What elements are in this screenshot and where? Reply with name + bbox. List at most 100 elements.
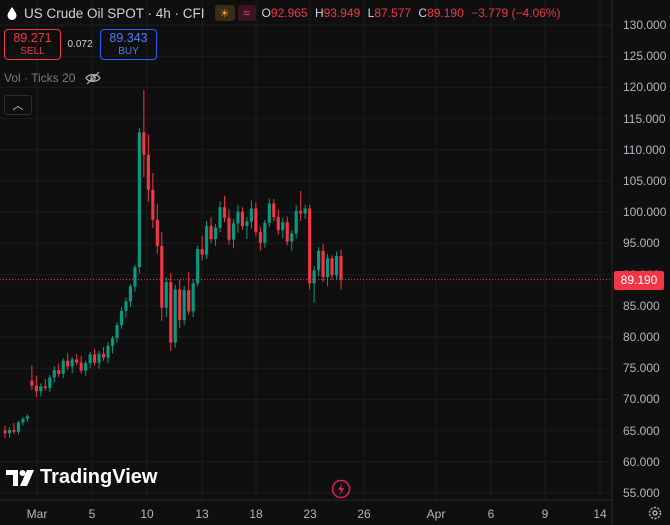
sell-button[interactable]: 89.271 SELL [4, 29, 61, 60]
candle-body [39, 386, 43, 392]
candle [339, 249, 343, 290]
tradingview-logo-text: TradingView [40, 466, 158, 488]
candle [106, 341, 110, 364]
candle-body [267, 203, 271, 223]
candle [182, 285, 186, 326]
candle [276, 209, 280, 235]
candle-body [178, 289, 182, 321]
collapse-legend-button[interactable]: ︿ [4, 95, 32, 115]
tradingview-logo-icon [6, 469, 34, 486]
candle-body [21, 418, 25, 423]
candle [240, 207, 245, 230]
candle [321, 244, 325, 283]
candle-body [115, 325, 119, 339]
candle-body [245, 221, 249, 226]
candle [299, 190, 303, 221]
candle-body [119, 310, 124, 326]
candle [285, 216, 289, 246]
candle [169, 273, 173, 351]
candle-body [97, 353, 101, 363]
price-tick-label: 60.000 [623, 454, 660, 469]
candle [263, 219, 267, 248]
candle-body [142, 132, 146, 155]
time-tick-label: 13 [195, 507, 209, 521]
price-tick-label: 95.000 [623, 236, 660, 251]
candle [272, 199, 276, 221]
candle-body [88, 354, 92, 364]
price-tick-label: 80.000 [623, 330, 660, 344]
ohlc-high-value: 93.949 [323, 6, 361, 20]
candle [110, 335, 115, 354]
spread-value: 0.072 [67, 39, 93, 50]
price-tick-label: 120.000 [623, 80, 667, 95]
candle [3, 425, 7, 439]
candle [39, 383, 43, 397]
candle-body [334, 256, 339, 276]
buy-price: 89.343 [109, 31, 148, 45]
candle [43, 378, 47, 391]
chevron-up-icon: ︿ [12, 100, 24, 112]
sun-icon[interactable]: ☀ [214, 5, 235, 21]
candle-body [213, 227, 218, 240]
eye-hidden-icon[interactable] [85, 71, 102, 85]
buy-label: BUY [118, 46, 139, 57]
tradingview-logo[interactable]: TradingView [6, 466, 157, 489]
candle-body [276, 217, 280, 231]
candle [294, 205, 298, 239]
candle-body [84, 363, 88, 371]
time-tick-label: 14 [593, 507, 607, 521]
time-tick-label: 9 [541, 507, 549, 521]
price-tick-label: 115.000 [623, 111, 666, 126]
symbol-title[interactable]: US Crude Oil SPOT · 4h · CFI [24, 5, 205, 21]
wave-icon[interactable]: ≈ [237, 5, 256, 21]
candle [155, 203, 159, 254]
candle [70, 356, 74, 374]
time-tick-label: 10 [140, 507, 154, 521]
candle [258, 227, 262, 251]
volume-indicator-legend[interactable]: Vol · Ticks 20 [4, 71, 102, 85]
candle-body [3, 430, 7, 434]
candle-body [7, 429, 12, 434]
candle-body [146, 154, 150, 190]
candle [7, 426, 12, 438]
candle-body [34, 385, 38, 392]
candle-body [155, 219, 159, 246]
candle [48, 375, 52, 392]
flash-icon[interactable] [331, 479, 351, 499]
time-tick-label: 23 [303, 507, 317, 521]
candle [330, 255, 334, 280]
ohlc-open-value: 92.965 [270, 6, 308, 20]
price-tick-label: 65.000 [623, 423, 660, 438]
candle [52, 366, 56, 383]
candle [79, 355, 83, 374]
candle-body [57, 370, 61, 374]
candle [178, 279, 182, 329]
candle-body [290, 233, 294, 242]
candle-body [16, 422, 21, 432]
candle [308, 204, 312, 290]
candle-body [182, 290, 186, 321]
candle-body [12, 429, 16, 432]
candle-body [93, 354, 97, 363]
buy-button[interactable]: 89.343 BUY [100, 29, 157, 60]
candle-body [317, 250, 321, 271]
price-tick-label: 100.000 [623, 205, 667, 220]
candle-body [191, 283, 195, 312]
candle-body [124, 301, 128, 311]
candle [75, 353, 79, 366]
candle-body [308, 208, 312, 284]
time-tick-label: Apr [426, 507, 446, 521]
candle [142, 89, 146, 178]
candle-body [160, 245, 164, 308]
candle-body [133, 267, 137, 287]
candle-body [303, 208, 307, 214]
candle [88, 351, 92, 369]
candle-body [249, 208, 253, 222]
candle [119, 307, 124, 329]
gear-icon[interactable] [647, 505, 663, 521]
candle-body [231, 223, 236, 240]
candle-body [339, 256, 343, 280]
candle [164, 277, 168, 318]
candle [101, 346, 106, 361]
